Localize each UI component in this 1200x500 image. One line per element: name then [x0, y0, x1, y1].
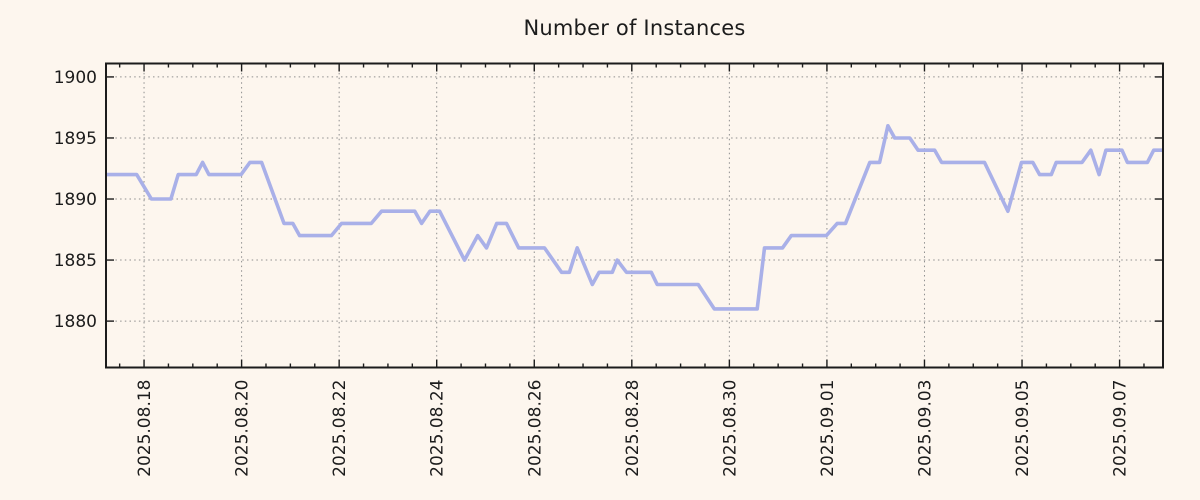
x-tick-label: 2025.08.26	[525, 380, 545, 477]
x-tick-label: 2025.08.30	[720, 380, 740, 477]
x-tick-label: 2025.08.24	[428, 380, 448, 477]
x-tick-label: 2025.08.20	[233, 380, 253, 477]
x-tick-label: 2025.09.03	[915, 380, 935, 477]
y-tick-label: 1895	[54, 129, 97, 149]
plot-border	[105, 62, 1164, 369]
x-tick-label: 2025.08.22	[330, 380, 350, 477]
y-tick-label: 1900	[54, 68, 97, 88]
chart-title: Number of Instances	[523, 16, 746, 40]
x-tick-label: 2025.09.01	[818, 380, 838, 477]
x-tick-label: 2025.09.05	[1013, 380, 1033, 477]
x-tick-label: 2025.09.07	[1111, 380, 1131, 477]
data-series-line	[106, 124, 1163, 311]
x-tick-label: 2025.08.28	[623, 380, 643, 477]
x-tick-label: 2025.08.18	[135, 380, 155, 477]
y-tick-label: 1885	[54, 251, 97, 271]
y-tick-label: 1880	[54, 312, 97, 332]
y-tick-label: 1890	[54, 190, 97, 210]
